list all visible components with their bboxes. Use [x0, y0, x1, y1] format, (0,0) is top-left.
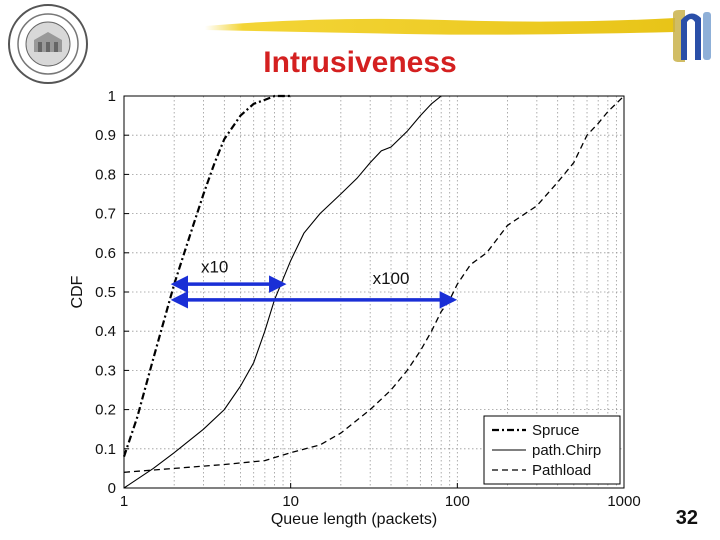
y-tick-label: 0	[108, 480, 116, 497]
y-tick-label: 0.5	[95, 284, 116, 301]
y-tick-label: 0.8	[95, 166, 116, 183]
legend-label: path.Chirp	[532, 442, 601, 459]
y-tick-label: 0.1	[95, 441, 116, 458]
y-tick-label: 0.3	[95, 362, 116, 379]
legend-label: Pathload	[532, 462, 591, 479]
series-line-pathload	[123, 95, 625, 473]
series-line-spruce	[122, 94, 291, 457]
y-tick-label: 0.7	[95, 206, 116, 223]
series-line-path-chirp	[123, 95, 450, 489]
legend-label: Spruce	[532, 422, 580, 439]
y-tick-label: 0.6	[95, 245, 116, 262]
y-axis-label: CDF	[69, 275, 86, 308]
slide-title-text: Intrusiveness	[263, 46, 457, 79]
y-tick-label: 0.9	[95, 127, 116, 144]
x-tick-label: 1000	[607, 493, 640, 510]
x-tick-label: 10	[282, 493, 299, 510]
x-axis-label: Queue length (packets)	[271, 511, 437, 528]
yellow-brush-banner	[205, 18, 675, 35]
university-seal-icon	[8, 4, 88, 84]
x-tick-label: 100	[445, 493, 470, 510]
cdf-chart: 0 0.1 0.2 0.3 0.4 0.5 0.6 0.7 0.8 0.9 1 1 10 100 1000 Q…	[69, 88, 641, 528]
annotation-label-1: x10	[201, 257, 228, 276]
x-tick-label: 1	[120, 493, 128, 510]
page-number: 32	[675, 507, 698, 529]
y-tick-label: 0.4	[95, 323, 116, 340]
annotation-label-2: x100	[373, 269, 410, 288]
y-tick-label: 0.2	[95, 402, 116, 419]
y-tick-label: 1	[108, 88, 116, 105]
slide-title: Intrusiveness	[0, 46, 720, 80]
blue-bracket-logo-icon	[673, 10, 711, 62]
